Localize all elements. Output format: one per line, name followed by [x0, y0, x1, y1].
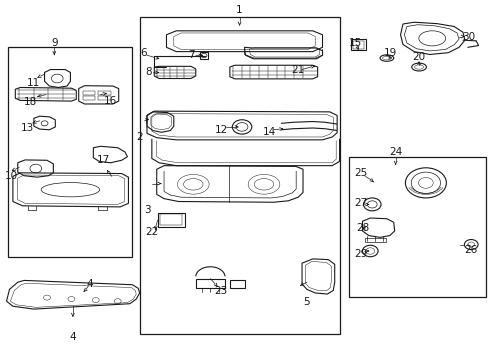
Text: 5: 5: [303, 297, 309, 307]
Bar: [8, 47, 132, 257]
Text: 13: 13: [21, 123, 34, 133]
Text: 7: 7: [188, 50, 195, 60]
Text: 3: 3: [143, 206, 150, 216]
Text: 17: 17: [96, 155, 109, 165]
Text: 18: 18: [23, 97, 37, 107]
Bar: [98, 91, 111, 95]
Bar: [82, 96, 95, 100]
Bar: [229, 280, 244, 288]
Text: 15: 15: [348, 38, 362, 48]
Text: 25: 25: [353, 168, 366, 178]
Text: 6: 6: [140, 48, 146, 58]
Bar: [365, 238, 385, 242]
Bar: [199, 52, 208, 59]
Text: 4: 4: [69, 332, 76, 342]
Text: 2: 2: [136, 132, 142, 142]
Text: 1: 1: [236, 5, 243, 15]
Text: 26: 26: [464, 245, 477, 255]
Bar: [348, 157, 485, 297]
Bar: [195, 279, 224, 288]
Text: 10: 10: [5, 171, 18, 181]
Text: 12: 12: [215, 125, 228, 135]
Bar: [98, 96, 111, 100]
Text: 23: 23: [214, 286, 227, 296]
Text: 22: 22: [145, 227, 158, 237]
Text: 11: 11: [27, 78, 41, 88]
Text: 19: 19: [384, 48, 397, 58]
Text: 30: 30: [461, 32, 474, 41]
Text: 29: 29: [353, 248, 366, 258]
Text: 14: 14: [263, 127, 276, 136]
Bar: [158, 213, 184, 226]
Bar: [350, 40, 366, 50]
Bar: [159, 215, 182, 225]
Text: 4: 4: [86, 279, 93, 289]
Text: 9: 9: [51, 38, 58, 48]
Text: 24: 24: [388, 147, 402, 157]
Text: 20: 20: [412, 52, 425, 62]
Text: 28: 28: [355, 224, 368, 233]
Text: 8: 8: [145, 67, 151, 77]
Text: 27: 27: [353, 198, 366, 208]
Text: 21: 21: [291, 64, 304, 75]
Bar: [352, 41, 364, 49]
Bar: [82, 91, 95, 95]
Bar: [140, 17, 339, 334]
Text: 16: 16: [103, 96, 117, 106]
